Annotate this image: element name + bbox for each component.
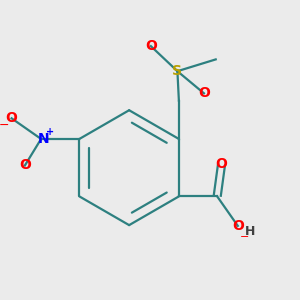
Text: O: O xyxy=(232,219,244,233)
Text: S: S xyxy=(172,64,182,78)
Text: H: H xyxy=(245,225,255,238)
Text: N: N xyxy=(38,132,49,146)
Text: O: O xyxy=(145,39,157,53)
Text: +: + xyxy=(46,128,55,137)
Text: O: O xyxy=(6,111,18,125)
Text: −: − xyxy=(240,232,249,242)
Text: O: O xyxy=(19,158,31,172)
Text: O: O xyxy=(216,157,227,171)
Text: O: O xyxy=(198,86,210,100)
Text: −: − xyxy=(0,119,10,132)
